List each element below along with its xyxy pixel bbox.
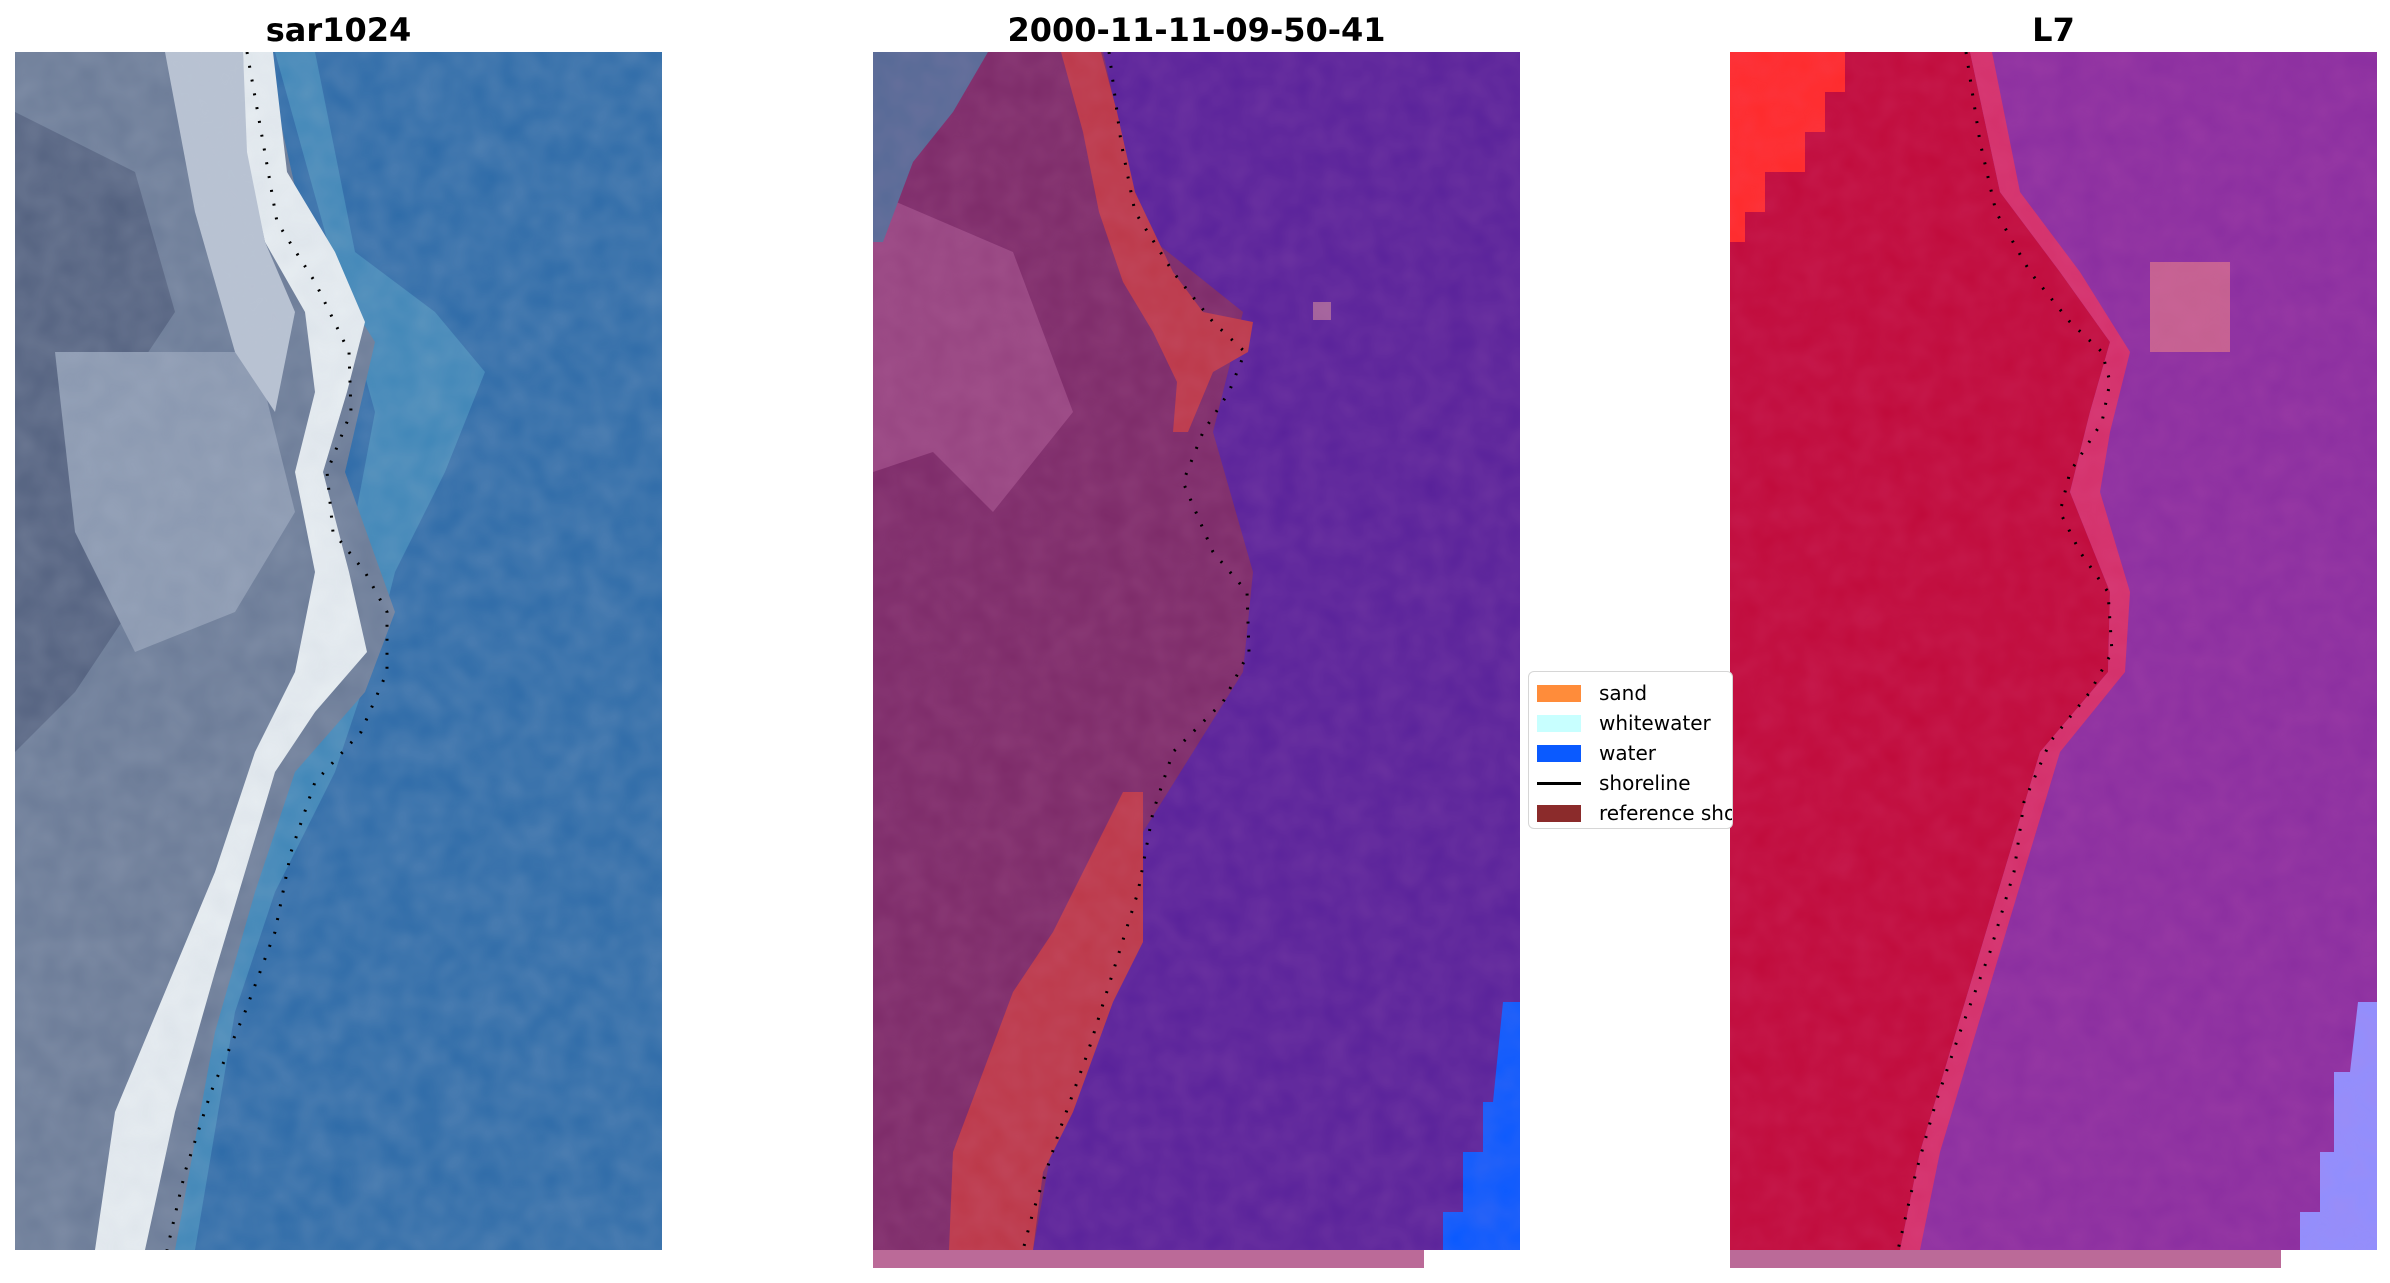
rgb-shoreline — [165, 52, 389, 1250]
legend-swatch-sand — [1537, 684, 1581, 702]
legend-label: whitewater — [1599, 711, 1711, 735]
legend-swatch-water — [1537, 744, 1581, 762]
legend-item-water: water — [1537, 740, 1656, 766]
legend-item-whitewater: whitewater — [1537, 710, 1711, 736]
image-strip-l7 — [1730, 1250, 2281, 1268]
l7-shoreline — [1896, 52, 2114, 1250]
legend-item-reference-shoreline: reference shoreline — [1537, 800, 1732, 826]
legend-label: reference shoreline — [1599, 801, 1732, 825]
rgb-image-panel — [15, 52, 662, 1250]
legend-line-shoreline — [1537, 781, 1581, 785]
l7-image-panel — [1730, 52, 2377, 1250]
legend: sand whitewater water shoreline referenc… — [1528, 671, 1733, 829]
legend-swatch-reference-shoreline — [1537, 804, 1581, 822]
panel-title-l7: L7 — [2032, 11, 2075, 49]
classified-image — [873, 52, 1520, 1250]
rgb-image — [15, 52, 662, 1250]
legend-swatch-whitewater — [1537, 714, 1581, 732]
legend-label: shoreline — [1599, 771, 1691, 795]
panel-title-classified: 2000-11-11-09-50-41 — [1007, 11, 1386, 49]
legend-label: sand — [1599, 681, 1648, 705]
legend-label: water — [1599, 741, 1656, 765]
classified-image-panel — [873, 52, 1520, 1250]
legend-item-sand: sand — [1537, 680, 1647, 706]
panel-title-rgb: sar1024 — [265, 11, 412, 49]
l7-image — [1730, 52, 2377, 1250]
image-strip-classified — [873, 1250, 1424, 1268]
legend-item-shoreline: shoreline — [1537, 770, 1691, 796]
